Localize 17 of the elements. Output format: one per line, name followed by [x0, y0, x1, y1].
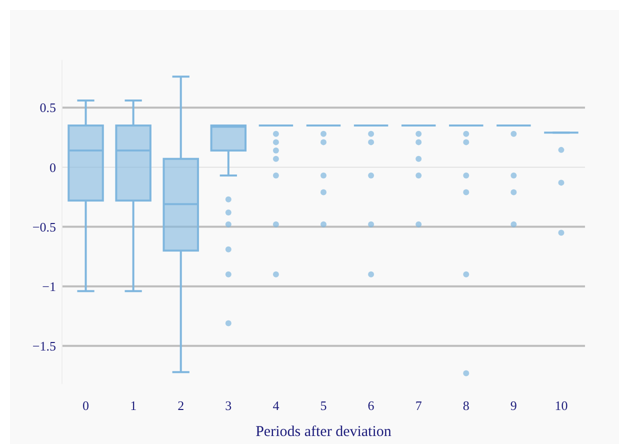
y-tick-label: −1 [42, 278, 56, 294]
x-tick-label: 8 [462, 398, 470, 413]
x-tick-label: 7 [415, 398, 422, 413]
x-tick-label: 0 [82, 398, 90, 413]
x-axis-title: Periods after deviation [256, 424, 392, 440]
y-tick-label: 0.5 [40, 100, 56, 116]
x-tick-label: 9 [510, 398, 517, 413]
x-tick-label: 10 [554, 398, 568, 413]
y-tick-label: 0 [50, 160, 56, 175]
y-tick-label: −0.5 [32, 219, 56, 234]
x-tick-label: 5 [320, 398, 327, 413]
y-tick-label: −1.5 [32, 338, 56, 354]
x-tick-label: 2 [178, 398, 184, 413]
x-tick-label: 6 [368, 398, 375, 413]
x-tick-label: 4 [272, 398, 280, 413]
x-tick-label: 3 [225, 398, 232, 413]
x-tick-label: 1 [130, 398, 137, 413]
